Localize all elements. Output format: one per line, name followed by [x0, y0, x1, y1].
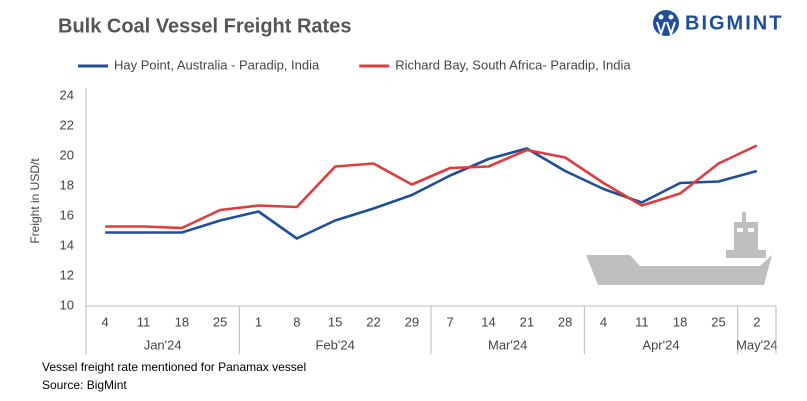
logo-text: BIGMINT	[685, 12, 783, 34]
x-tick-label: 15	[328, 314, 342, 329]
x-tick-label: 1	[255, 314, 262, 329]
x-tick-label: 18	[673, 314, 687, 329]
x-tick-label: 2	[753, 314, 760, 329]
x-tick-label: 14	[481, 314, 495, 329]
x-tick-label: 28	[558, 314, 572, 329]
y-tick-label: 22	[60, 117, 74, 132]
y-tick-label: 18	[60, 177, 74, 192]
chart-title: Bulk Coal Vessel Freight Rates	[58, 15, 351, 37]
y-tick-label: 12	[60, 267, 74, 282]
y-tick-label: 10	[60, 297, 74, 312]
month-label: Apr'24	[642, 337, 679, 352]
x-tick-label: 25	[213, 314, 227, 329]
series-line	[105, 144, 758, 230]
x-tick-label: 4	[102, 314, 109, 329]
x-tick-label: 11	[137, 314, 151, 329]
x-tick-label: 7	[447, 314, 454, 329]
month-label: Jan'24	[144, 337, 182, 352]
x-tick-label: 29	[405, 314, 419, 329]
x-tick-label: 25	[711, 314, 725, 329]
y-tick-label: 24	[60, 87, 74, 102]
month-label: Mar'24	[488, 337, 527, 352]
x-tick-label: 11	[635, 314, 649, 329]
source: Source: BigMint	[42, 378, 127, 392]
x-tick-label: 4	[600, 314, 607, 329]
x-tick-label: 18	[175, 314, 189, 329]
y-tick-label: 14	[60, 237, 74, 252]
x-tick-label: 21	[520, 314, 534, 329]
month-label: May'24	[736, 337, 778, 352]
logo: BIGMINT	[653, 10, 783, 38]
ship-icon	[586, 212, 772, 285]
y-tick-label: 16	[60, 207, 74, 222]
y-axis-label: Freight in USD/t	[28, 158, 42, 244]
legend-label: Richard Bay, South Africa- Paradip, Indi…	[395, 57, 631, 72]
x-tick-label: 22	[366, 314, 380, 329]
month-label: Feb'24	[315, 337, 354, 352]
note: Vessel freight rate mentioned for Panama…	[42, 360, 306, 374]
legend-label: Hay Point, Australia - Paradip, India	[114, 57, 320, 72]
series-line	[105, 147, 758, 240]
y-tick-label: 20	[60, 147, 74, 162]
x-tick-label: 8	[293, 314, 300, 329]
